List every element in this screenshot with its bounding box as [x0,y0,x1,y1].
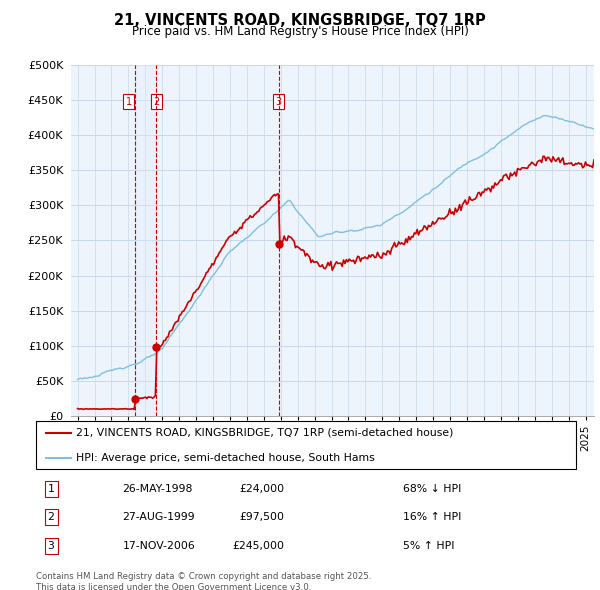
Text: 17-NOV-2006: 17-NOV-2006 [122,541,195,550]
Text: 26-MAY-1998: 26-MAY-1998 [122,484,193,494]
Text: 21, VINCENTS ROAD, KINGSBRIDGE, TQ7 1RP (semi-detached house): 21, VINCENTS ROAD, KINGSBRIDGE, TQ7 1RP … [77,428,454,438]
Text: Contains HM Land Registry data © Crown copyright and database right 2025.
This d: Contains HM Land Registry data © Crown c… [36,572,371,590]
Bar [135,65,157,416]
Text: 1: 1 [126,97,132,107]
Text: 1: 1 [47,484,55,494]
Text: 21, VINCENTS ROAD, KINGSBRIDGE, TQ7 1RP: 21, VINCENTS ROAD, KINGSBRIDGE, TQ7 1RP [114,13,486,28]
Text: 16% ↑ HPI: 16% ↑ HPI [403,513,461,522]
Text: 5% ↑ HPI: 5% ↑ HPI [403,541,455,550]
Text: £24,000: £24,000 [239,484,284,494]
Text: £97,500: £97,500 [239,513,284,522]
Text: 27-AUG-1999: 27-AUG-1999 [122,513,195,522]
Text: £245,000: £245,000 [232,541,284,550]
Text: Price paid vs. HM Land Registry's House Price Index (HPI): Price paid vs. HM Land Registry's House … [131,25,469,38]
Text: 68% ↓ HPI: 68% ↓ HPI [403,484,461,494]
Text: 2: 2 [47,513,55,522]
Text: 3: 3 [47,541,55,550]
Text: 3: 3 [275,97,282,107]
Text: 2: 2 [153,97,160,107]
Text: HPI: Average price, semi-detached house, South Hams: HPI: Average price, semi-detached house,… [77,453,375,463]
